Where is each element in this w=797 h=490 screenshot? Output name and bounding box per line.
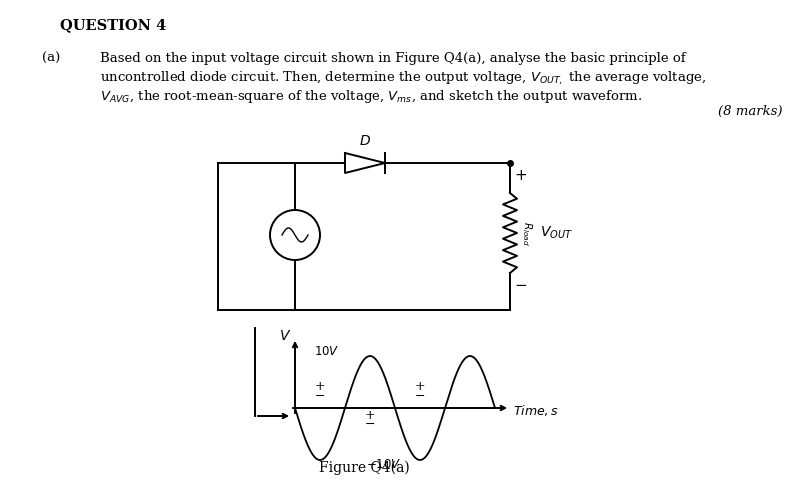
Text: $V$: $V$ <box>279 329 291 343</box>
Text: (a): (a) <box>42 52 61 65</box>
Text: +: + <box>315 380 325 392</box>
Text: Figure Q4(a): Figure Q4(a) <box>319 461 410 475</box>
Text: $10V$: $10V$ <box>314 345 340 358</box>
Text: $-10V$: $-10V$ <box>366 458 402 471</box>
Text: −: − <box>315 390 325 403</box>
Text: $Time,s$: $Time,s$ <box>513 402 559 417</box>
Text: −: − <box>514 277 527 293</box>
Text: +: + <box>514 168 527 182</box>
Text: +: + <box>414 380 426 392</box>
Text: $V_{OUT}$: $V_{OUT}$ <box>540 225 573 241</box>
Text: −: − <box>414 390 426 403</box>
Text: Based on the input voltage circuit shown in Figure Q4(a), analyse the basic prin: Based on the input voltage circuit shown… <box>100 52 685 65</box>
Text: −: − <box>365 418 375 431</box>
Text: QUESTION 4: QUESTION 4 <box>60 18 167 32</box>
Text: (8 marks): (8 marks) <box>718 105 783 118</box>
Text: uncontrolled diode circuit. Then, determine the output voltage, $V_{OUT,}$ the a: uncontrolled diode circuit. Then, determ… <box>100 70 706 87</box>
Text: +: + <box>365 409 375 422</box>
Text: $V_{AVG}$, the root-mean-square of the voltage, $V_{ms}$, and sketch the output : $V_{AVG}$, the root-mean-square of the v… <box>100 88 642 105</box>
Text: $R_{load}$: $R_{load}$ <box>520 220 534 245</box>
Text: $D$: $D$ <box>359 134 371 148</box>
